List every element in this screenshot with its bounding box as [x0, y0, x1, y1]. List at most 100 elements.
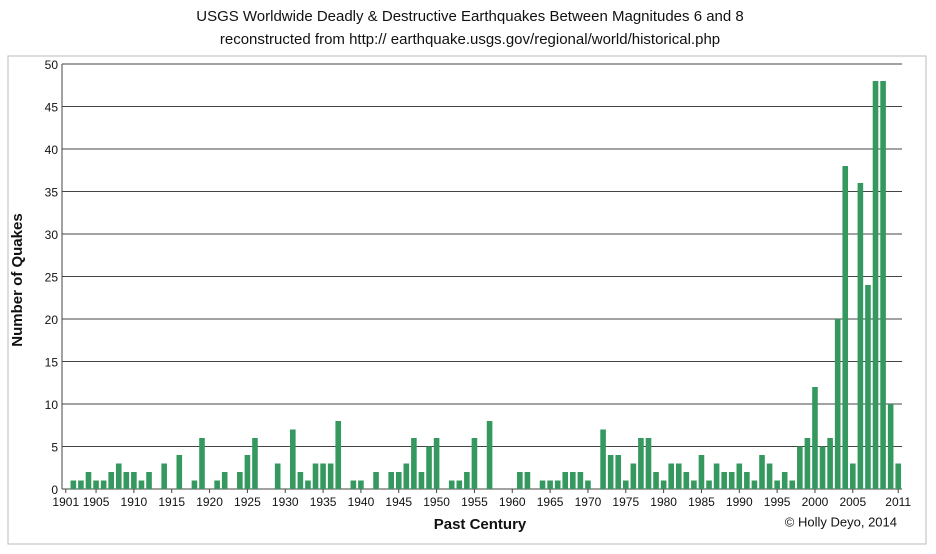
- bar: [395, 472, 402, 489]
- x-tick-label: 1985: [688, 495, 715, 509]
- y-tick-label: 50: [45, 58, 59, 72]
- bar: [191, 480, 198, 489]
- bar: [456, 480, 463, 489]
- bar: [630, 463, 637, 489]
- bar: [297, 472, 304, 489]
- credit: © Holly Deyo, 2014: [785, 514, 897, 529]
- bar: [615, 455, 622, 489]
- bar: [524, 472, 531, 489]
- bar: [123, 472, 130, 489]
- bar: [547, 480, 553, 489]
- x-tick-label: 1955: [461, 495, 488, 509]
- bar: [653, 472, 659, 489]
- bar: [713, 463, 720, 489]
- bar: [388, 472, 394, 489]
- bar: [539, 480, 546, 489]
- x-tick-label: 1975: [612, 495, 639, 509]
- bar: [865, 285, 871, 489]
- bar: [804, 438, 811, 489]
- bar: [645, 438, 652, 489]
- bar: [252, 438, 258, 489]
- bar: [781, 472, 788, 489]
- bar: [880, 81, 886, 489]
- y-tick-label: 15: [45, 356, 59, 370]
- x-tick-label: 1970: [575, 495, 602, 509]
- bar: [766, 463, 773, 489]
- y-tick-label: 5: [51, 441, 58, 455]
- y-tick-label: 25: [45, 271, 59, 285]
- bar: [600, 429, 606, 489]
- bar: [131, 472, 137, 489]
- bar: [850, 463, 856, 489]
- bar: [161, 463, 167, 489]
- x-tick-label: 1965: [537, 495, 564, 509]
- bar: [221, 472, 228, 489]
- x-tick-label: 1995: [764, 495, 791, 509]
- x-tick-label: 1980: [650, 495, 677, 509]
- bar: [237, 472, 243, 489]
- y-tick-label: 0: [51, 483, 58, 497]
- y-tick-label: 20: [45, 313, 59, 327]
- bar: [327, 463, 334, 489]
- bar: [834, 319, 841, 489]
- x-tick-label: 2011: [885, 495, 911, 509]
- bar: [728, 472, 735, 489]
- bar: [411, 438, 417, 489]
- bar: [744, 472, 750, 489]
- bar: [305, 480, 311, 489]
- x-tick-label: 1920: [196, 495, 223, 509]
- chart-subtitle: reconstructed from http:// earthquake.us…: [220, 31, 720, 48]
- bar: [290, 429, 296, 489]
- x-tick-label: 1915: [158, 495, 185, 509]
- bar: [683, 472, 690, 489]
- bar: [146, 472, 152, 489]
- bar: [668, 463, 674, 489]
- bar: [448, 480, 455, 489]
- bar: [622, 480, 629, 489]
- bar: [797, 446, 803, 489]
- bar: [789, 480, 796, 489]
- bar: [108, 472, 114, 489]
- bar: [176, 455, 183, 489]
- chart-frame: [7, 55, 927, 545]
- y-axis-label: Number of Quakes: [9, 213, 26, 346]
- bar: [93, 480, 99, 489]
- bar: [570, 472, 576, 489]
- bar: [895, 463, 902, 489]
- x-tick-label: 1935: [310, 495, 337, 509]
- bar: [244, 455, 251, 489]
- bar: [554, 480, 561, 489]
- bar: [350, 480, 357, 489]
- bar: [827, 438, 833, 489]
- bar: [85, 472, 92, 489]
- x-tick-label: 1905: [83, 495, 110, 509]
- bar: [312, 463, 319, 489]
- bar: [138, 480, 145, 489]
- bar: [812, 387, 818, 489]
- bar: [433, 438, 440, 489]
- bar: [426, 446, 432, 489]
- x-tick-label: 1945: [385, 495, 412, 509]
- x-tick-label: 1910: [121, 495, 148, 509]
- bar: [857, 183, 864, 489]
- bar: [819, 446, 826, 489]
- x-tick-label: 1930: [272, 495, 299, 509]
- y-tick-label: 35: [45, 186, 59, 200]
- bar: [403, 463, 410, 489]
- bar: [585, 480, 591, 489]
- bar: [842, 166, 849, 489]
- x-tick-label: 1901: [52, 495, 79, 509]
- x-tick-label: 1940: [348, 495, 375, 509]
- bar: [887, 404, 894, 489]
- x-tick-label: 1925: [234, 495, 261, 509]
- bar: [78, 480, 84, 489]
- bar: [577, 472, 584, 489]
- bar: [115, 463, 122, 489]
- bar: [872, 81, 879, 489]
- bar: [774, 480, 780, 489]
- chart-title: USGS Worldwide Deadly & Destructive Eart…: [196, 8, 744, 25]
- bar: [759, 455, 765, 489]
- bar: [471, 438, 478, 489]
- bar: [607, 455, 614, 489]
